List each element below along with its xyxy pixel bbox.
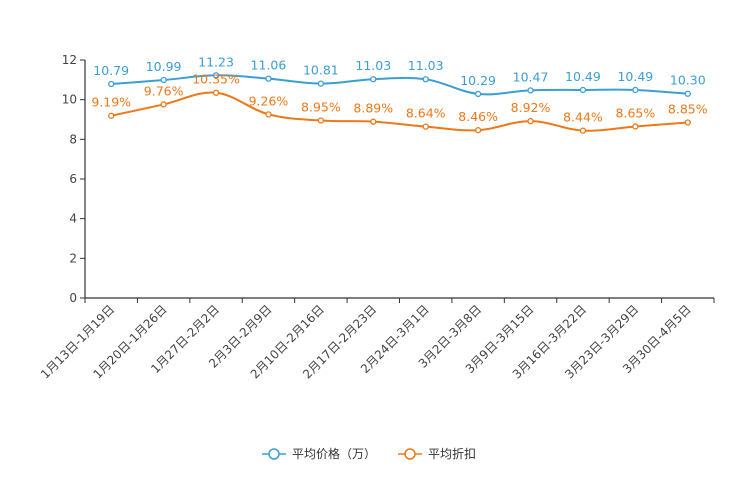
data-label: 8.65% xyxy=(616,105,656,120)
y-tick-label: 2 xyxy=(69,251,77,265)
data-point xyxy=(684,119,691,126)
data-point xyxy=(474,127,482,134)
data-label: 10.30 xyxy=(670,73,706,88)
data-label: 8.92% xyxy=(511,100,551,115)
data-label: 10.99 xyxy=(146,59,182,74)
data-point xyxy=(108,112,115,119)
data-label: 10.29 xyxy=(460,73,496,88)
data-label: 10.79 xyxy=(93,63,129,78)
data-point xyxy=(212,72,220,79)
data-point xyxy=(160,76,167,84)
data-label: 10.81 xyxy=(303,63,339,78)
data-label: 9.19% xyxy=(91,95,131,110)
data-label: 9.26% xyxy=(249,93,289,108)
data-point xyxy=(265,75,272,82)
data-point xyxy=(474,90,482,98)
data-point xyxy=(579,86,587,94)
data-point xyxy=(527,117,534,125)
data-label: 8.85% xyxy=(668,101,708,116)
data-label: 8.89% xyxy=(353,101,393,116)
y-tick-label: 6 xyxy=(69,172,77,186)
data-point xyxy=(160,101,167,108)
legend-swatch-marker xyxy=(268,448,280,460)
data-point xyxy=(108,80,115,88)
y-tick-label: 10 xyxy=(62,93,77,107)
y-tick-label: 4 xyxy=(69,212,77,226)
data-point xyxy=(632,123,639,130)
legend-swatch-marker xyxy=(404,448,416,460)
data-label: 8.64% xyxy=(406,106,446,121)
legend-label[interactable]: 平均折扣 xyxy=(428,446,476,461)
data-label: 10.49 xyxy=(617,69,653,84)
y-tick-label: 12 xyxy=(62,53,77,67)
data-label: 9.76% xyxy=(144,83,184,98)
data-point xyxy=(422,123,429,130)
data-label: 11.03 xyxy=(355,58,391,73)
data-point xyxy=(632,86,639,94)
data-label: 10.47 xyxy=(513,69,549,84)
data-point xyxy=(265,111,272,118)
data-point xyxy=(527,87,534,94)
data-label: 10.49 xyxy=(565,69,601,84)
series-line-2 xyxy=(110,91,688,132)
data-point xyxy=(684,90,691,97)
data-label: 11.03 xyxy=(408,58,444,73)
y-tick-label: 0 xyxy=(69,291,77,305)
data-label: 8.44% xyxy=(563,110,603,125)
data-point xyxy=(579,127,587,134)
data-label: 8.46% xyxy=(458,109,498,124)
series-line-1 xyxy=(111,74,688,96)
data-point xyxy=(422,76,429,83)
data-point xyxy=(370,76,377,83)
data-label: 10.35% xyxy=(192,72,240,87)
data-label: 8.95% xyxy=(301,99,341,114)
data-point xyxy=(317,80,325,87)
data-label: 11.23 xyxy=(198,54,234,69)
data-label: 11.06 xyxy=(251,58,287,73)
data-point xyxy=(212,89,220,96)
legend-label[interactable]: 平均价格（万） xyxy=(292,446,376,461)
data-point xyxy=(317,117,325,124)
y-tick-label: 8 xyxy=(69,132,77,146)
data-point xyxy=(370,118,377,125)
